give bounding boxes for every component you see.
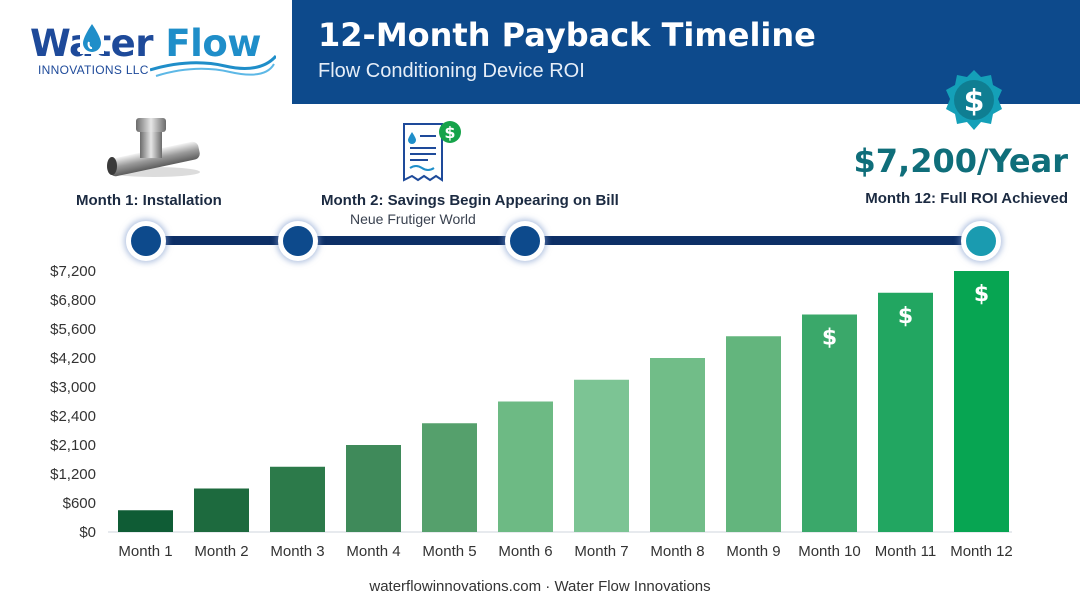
svg-text:$: $: [444, 123, 455, 142]
payback-bar-chart: $0 $600 $1,200 $2,100 $2,400 $3,000 $4,200 $5,6…: [50, 263, 1013, 560]
logo-word-w: W: [30, 22, 70, 65]
logo-subtitle: INNOVATIONS LLC: [38, 63, 149, 77]
page-title: 12-Month Payback Timeline: [318, 16, 816, 54]
x-tick-label: Month 11: [875, 543, 936, 560]
x-tick-label: Month 4: [346, 543, 400, 560]
bar-month-7: [574, 379, 629, 532]
valve-fitting-icon: [107, 118, 200, 177]
timeline-node-month1: [126, 221, 166, 261]
logo-word-flow: Flow: [165, 22, 261, 65]
y-tick-label: $1,200: [50, 466, 96, 483]
bar-month-12: [954, 271, 1009, 532]
y-tick-label: $5,600: [50, 321, 96, 338]
y-tick-label: $600: [63, 495, 96, 512]
y-tick-label: $4,200: [50, 350, 96, 367]
x-tick-label: Month 2: [194, 543, 248, 560]
annual-savings-value: $7,200/Year: [853, 142, 1068, 180]
y-tick-label: $6,800: [50, 292, 96, 309]
x-tick-label: Month 3: [270, 543, 324, 560]
bar-month-6: [498, 401, 553, 532]
water-drop-icon: [80, 22, 104, 54]
milestone-label-month2: Month 2: Savings Begin Appearing on Bill: [321, 192, 619, 209]
y-tick-label: $0: [79, 524, 96, 541]
bar-month-11: [878, 292, 933, 532]
water-bill-icon: $: [403, 121, 461, 182]
bar-month-4: [346, 445, 401, 532]
y-tick-label: $3,000: [50, 379, 96, 396]
y-tick-label: $2,400: [50, 408, 96, 425]
bar-month-2: [194, 488, 249, 532]
y-tick-label: $2,100: [50, 437, 96, 454]
wave-swoosh-icon: [150, 54, 276, 77]
page-subtitle: Flow Conditioning Device ROI: [318, 60, 585, 82]
x-tick-label: Month 5: [422, 543, 476, 560]
footer-text: waterflowinnovations.com · Water Flow In…: [369, 578, 711, 595]
x-tick-label: Month 7: [574, 543, 628, 560]
bar-month-3: [270, 466, 325, 532]
timeline-node-month12: [961, 221, 1001, 261]
header-banner: 12-Month Payback Timeline Flow Condition…: [292, 0, 1080, 104]
logo: Water Flow INNOVATIONS LLC: [0, 0, 292, 104]
x-tick-label: Month 9: [726, 543, 780, 560]
timeline-bar: [146, 236, 982, 245]
bar-month-5: [422, 423, 477, 532]
timeline-node-month4: [505, 221, 545, 261]
x-tick-label: Month 10: [798, 543, 861, 560]
x-tick-label: Month 1: [118, 543, 172, 560]
dollar-marker-icon: $: [974, 282, 989, 307]
dollar-marker-icon: $: [822, 326, 837, 351]
y-tick-label: $7,200: [50, 263, 96, 280]
x-tick-label: Month 12: [950, 543, 1013, 560]
dollar-marker-icon: $: [898, 304, 913, 329]
bar-month-1: [118, 510, 173, 532]
bar-month-8: [650, 358, 705, 532]
milestone-sublabel-month2: Neue Frutiger World: [350, 211, 476, 227]
x-tick-label: Month 6: [498, 543, 552, 560]
bar-month-9: [726, 336, 781, 532]
x-tick-label: Month 8: [650, 543, 704, 560]
dollar-badge-icon: $: [946, 70, 1002, 130]
milestone-label-month12: Month 12: Full ROI Achieved: [865, 190, 1068, 207]
svg-text:$: $: [964, 84, 985, 119]
timeline-node-month2: [278, 221, 318, 261]
milestone-label-month1: Month 1: Installation: [76, 192, 222, 209]
bar-month-10: [802, 314, 857, 532]
